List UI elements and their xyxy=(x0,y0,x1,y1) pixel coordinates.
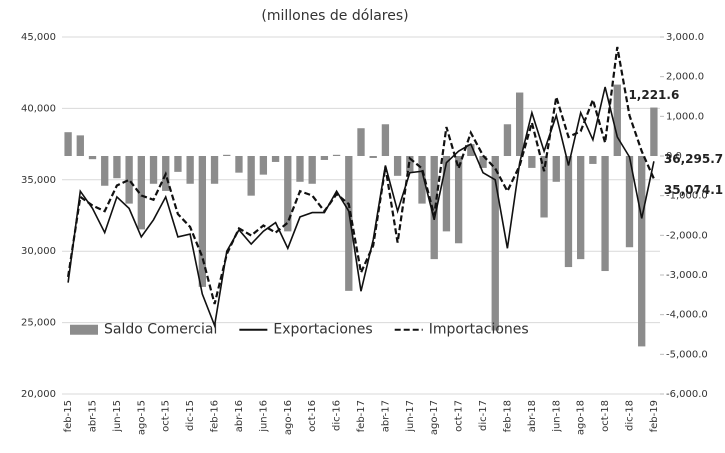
legend-label: Saldo Comercial xyxy=(104,322,217,338)
y2-tick-label: -5,000.0 xyxy=(666,349,708,360)
x-tick-label: ago-15 xyxy=(136,400,147,435)
bar xyxy=(552,156,560,182)
y-tick-label: 35,000 xyxy=(21,175,56,186)
bar xyxy=(540,156,548,218)
bar xyxy=(515,92,524,156)
x-tick-label: oct-15 xyxy=(161,400,172,432)
bar xyxy=(235,156,243,173)
bar xyxy=(296,156,304,182)
bar xyxy=(259,156,268,175)
x-tick-label: oct-18 xyxy=(600,400,611,432)
bar xyxy=(149,156,158,184)
bar xyxy=(467,144,475,156)
x-tick-label: ago-16 xyxy=(283,400,294,435)
x-tick-label: feb-18 xyxy=(502,400,513,432)
bar xyxy=(479,156,487,168)
x-tick-label: dic-18 xyxy=(624,400,635,431)
x-tick-label: jun-15 xyxy=(112,400,123,433)
line-dashed xyxy=(67,46,655,305)
x-tick-label: abr-16 xyxy=(234,400,245,432)
bar xyxy=(577,156,585,260)
x-tick-label: ago-17 xyxy=(429,400,440,435)
data-label: 36,295.7 xyxy=(664,152,723,166)
bar xyxy=(454,156,463,244)
y-tick-label: 45,000 xyxy=(21,32,56,43)
bar xyxy=(174,156,182,172)
y2-tick-label: -6,000.0 xyxy=(666,389,708,400)
bar xyxy=(137,156,145,230)
bar xyxy=(64,132,72,156)
bar xyxy=(369,156,377,158)
line-solid xyxy=(67,86,655,329)
x-tick-label: feb-17 xyxy=(356,400,367,432)
x-tick-label: jun-16 xyxy=(258,400,269,433)
legend-label: Exportaciones xyxy=(273,322,372,338)
bar xyxy=(198,156,207,287)
y2-tick-label: 3,000.0 xyxy=(666,32,704,43)
x-tick-label: feb-15 xyxy=(63,400,74,432)
bar xyxy=(320,156,329,160)
bar xyxy=(345,156,353,291)
y2-tick-label: 2,000.0 xyxy=(666,72,704,83)
x-tick-label: dic-17 xyxy=(478,400,489,431)
x-tick-label: abr-18 xyxy=(527,400,538,432)
y-tick-label: 25,000 xyxy=(21,318,56,329)
x-tick-label: abr-17 xyxy=(380,400,391,432)
bar xyxy=(88,156,97,160)
bar xyxy=(113,156,121,179)
bar xyxy=(308,156,316,184)
bar xyxy=(101,156,109,186)
x-tick-label: jun-18 xyxy=(551,400,562,433)
x-tick-label: feb-16 xyxy=(210,400,221,432)
bar xyxy=(638,156,646,347)
bar xyxy=(284,156,292,232)
data-label: 35,074.1 xyxy=(664,183,723,197)
bar xyxy=(650,107,658,156)
y2-tick-label: -2,000.0 xyxy=(666,230,708,241)
bar xyxy=(357,128,365,156)
x-tick-label: jun-17 xyxy=(405,400,416,433)
y2-tick-label: 0.0 xyxy=(666,151,682,162)
y-tick-label: 40,000 xyxy=(21,103,56,114)
x-tick-label: dic-15 xyxy=(185,400,196,431)
y2-tick-label: -3,000.0 xyxy=(666,270,708,281)
bar xyxy=(247,156,255,196)
bar xyxy=(186,156,194,184)
bar xyxy=(393,156,402,176)
x-tick-label: dic-16 xyxy=(332,400,343,431)
data-label: 1,221.6 xyxy=(628,88,679,102)
bar xyxy=(210,156,219,184)
y-tick-label: 30,000 xyxy=(21,246,56,257)
bar xyxy=(503,124,512,156)
bar xyxy=(589,156,597,164)
bar xyxy=(442,156,451,232)
bar xyxy=(125,156,133,204)
legend-label: Importaciones xyxy=(429,322,529,338)
bar xyxy=(601,156,609,272)
bar xyxy=(528,156,536,168)
y2-tick-label: -1,000.0 xyxy=(666,191,708,202)
bar xyxy=(271,156,280,162)
y2-tick-label: 1,000.0 xyxy=(666,111,704,122)
bar xyxy=(381,124,390,156)
bar xyxy=(332,154,341,156)
bar xyxy=(613,84,621,156)
bar xyxy=(223,154,231,156)
x-tick-label: feb-19 xyxy=(649,400,660,432)
x-tick-label: oct-17 xyxy=(454,400,465,432)
bar xyxy=(625,156,634,248)
chart-title: (millones de dólares) xyxy=(261,8,408,24)
bar xyxy=(76,135,84,156)
x-tick-label: oct-16 xyxy=(307,400,318,432)
x-tick-label: ago-18 xyxy=(576,400,587,435)
bar xyxy=(564,156,573,268)
bar xyxy=(491,156,499,331)
legend-swatch xyxy=(70,324,98,335)
x-tick-label: abr-15 xyxy=(88,400,99,432)
y2-tick-label: -4,000.0 xyxy=(666,310,708,321)
y-tick-label: 20,000 xyxy=(21,389,56,400)
bar xyxy=(418,156,426,204)
